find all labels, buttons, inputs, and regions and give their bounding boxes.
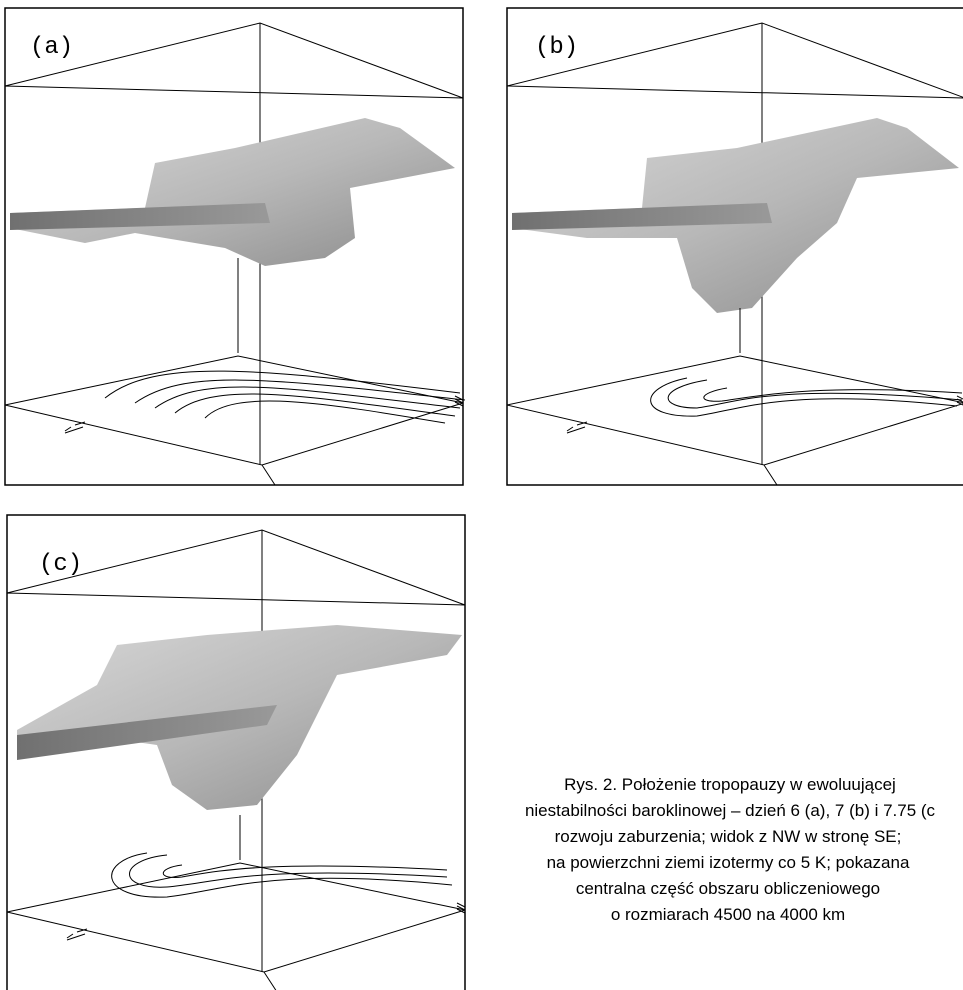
panel-label: (c) — [39, 551, 82, 578]
panel-label: (b) — [535, 34, 578, 61]
caption-line: centralna część obszaru obliczeniowego — [576, 879, 880, 898]
caption: Rys. 2. Położenie tropopauzy w ewoluując… — [525, 775, 936, 924]
panel-b: (b) — [507, 8, 963, 485]
caption-line: Rys. 2. Położenie tropopauzy w ewoluując… — [564, 775, 896, 794]
caption-line: rozwoju zaburzenia; widok z NW w stronę … — [555, 827, 902, 846]
panel-label: (a) — [30, 34, 73, 61]
figure: (a) (b) (c) Rys. 2. Położenie tropopauzy… — [0, 0, 963, 990]
panel-a: (a) — [5, 8, 465, 485]
page: (a) (b) (c) Rys. 2. Położenie tropopauzy… — [0, 0, 963, 990]
caption-line: o rozmiarach 4500 na 4000 km — [611, 905, 845, 924]
caption-line: na powierzchni ziemi izotermy co 5 K; po… — [547, 853, 910, 872]
panel-c: (c) — [7, 515, 465, 990]
caption-line: niestabilności baroklinowej – dzień 6 (a… — [525, 801, 936, 820]
